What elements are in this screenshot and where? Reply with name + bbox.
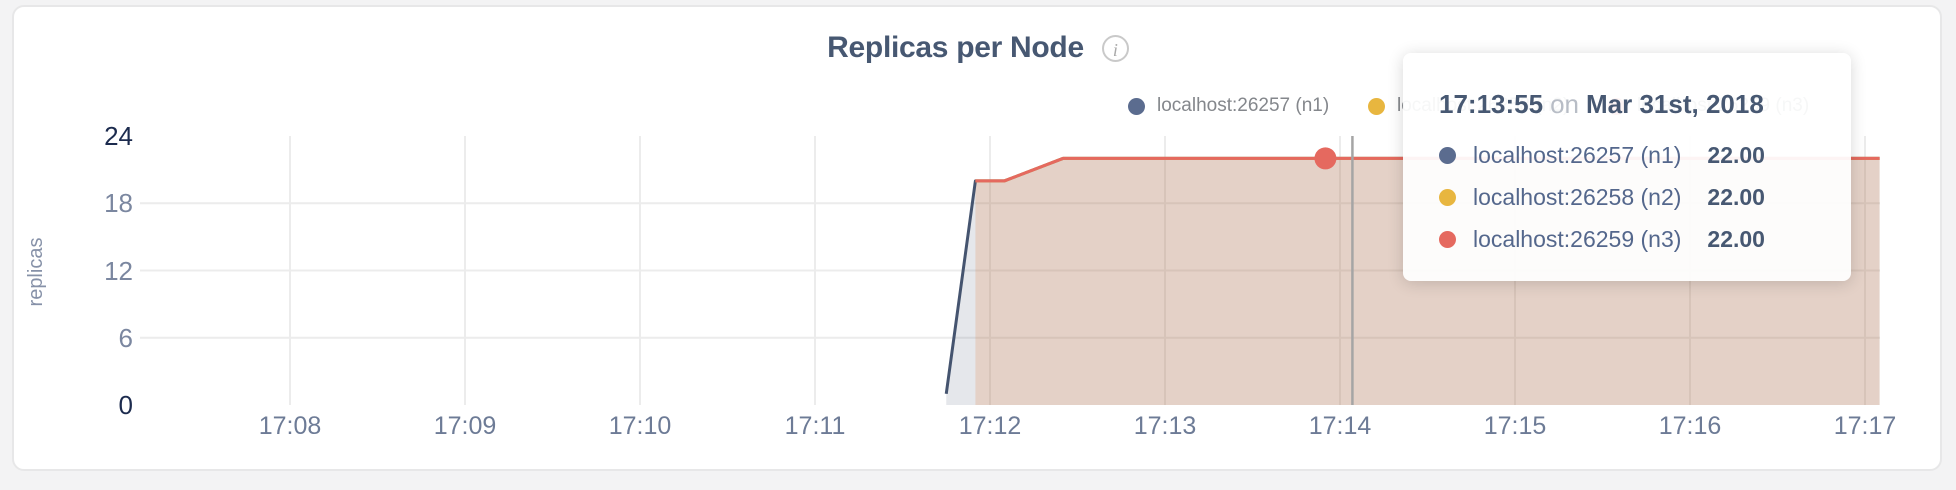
tooltip-row: localhost:26257 (n1) 22.00	[1439, 134, 1817, 176]
tooltip-series-label: localhost:26259 (n3)	[1473, 225, 1682, 252]
tooltip-date: Mar 31st, 2018	[1586, 89, 1764, 119]
tooltip-header: 17:13:55 on Mar 31st, 2018	[1439, 89, 1817, 120]
y-tick-label: 12	[104, 255, 133, 286]
x-tick-label: 17:14	[1308, 412, 1372, 440]
tooltip-rows: localhost:26257 (n1) 22.00 localhost:26258…	[1439, 134, 1817, 260]
chart-title: Replicas per Node	[827, 31, 1084, 64]
x-tick-label: 17:09	[433, 412, 497, 440]
legend-series-dot-icon	[1368, 97, 1385, 115]
tooltip-series-value: 22.00	[1707, 225, 1765, 252]
tooltip-series-dot-icon	[1439, 188, 1456, 206]
x-tick-label: 17:17	[1833, 412, 1897, 440]
x-tick-label: 17:12	[958, 412, 1022, 440]
tooltip-series-label: localhost:26258 (n2)	[1473, 183, 1682, 210]
x-tick-label: 17:13	[1133, 412, 1197, 440]
y-tick-label: 6	[118, 322, 133, 353]
tooltip-row: localhost:26258 (n2) 22.00	[1439, 176, 1817, 218]
info-icon[interactable]: i	[1101, 34, 1129, 62]
x-tick-label: 17:15	[1483, 412, 1547, 440]
x-tick-label: 17:08	[258, 412, 322, 440]
tooltip-series-dot-icon	[1439, 230, 1456, 248]
x-tick-label: 17:11	[784, 412, 846, 440]
y-tick-label: 24	[104, 121, 133, 151]
legend-item[interactable]: localhost:26257 (n1)	[1128, 95, 1329, 117]
y-tick-label: 0	[118, 390, 133, 420]
legend-series-dot-icon	[1128, 97, 1145, 115]
tooltip-series-value: 22.00	[1707, 183, 1765, 210]
tooltip-row: localhost:26259 (n3) 22.00	[1439, 218, 1817, 260]
tooltip-series-value: 22.00	[1707, 141, 1765, 168]
hover-point-dot[interactable]	[1314, 147, 1337, 170]
x-tick-label: 17:10	[608, 412, 672, 440]
tooltip-series-dot-icon	[1439, 146, 1456, 164]
hover-tooltip: 17:13:55 on Mar 31st, 2018 localhost:26257…	[1403, 53, 1851, 281]
legend-label: localhost:26257 (n1)	[1157, 95, 1330, 116]
x-tick-label: 17:16	[1658, 412, 1722, 440]
tooltip-on-word: on	[1550, 89, 1579, 119]
chart-header: Replicas per Node i	[0, 28, 1956, 68]
tooltip-series-label: localhost:26257 (n1)	[1473, 141, 1682, 168]
tooltip-time: 17:13:55	[1439, 89, 1544, 119]
y-tick-label: 18	[104, 188, 133, 219]
